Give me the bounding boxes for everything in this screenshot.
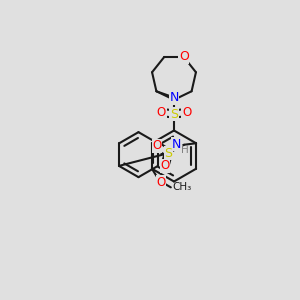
Text: H: H <box>181 145 189 155</box>
Text: S: S <box>164 147 172 160</box>
Text: O: O <box>152 139 162 152</box>
Text: S: S <box>170 107 178 121</box>
Text: O: O <box>179 50 189 64</box>
Text: O: O <box>182 106 191 119</box>
Text: N: N <box>169 91 179 104</box>
Text: O: O <box>157 106 166 119</box>
Text: O: O <box>160 159 170 172</box>
Text: CH₃: CH₃ <box>172 182 192 192</box>
Text: O: O <box>156 176 166 189</box>
Text: N: N <box>172 138 181 151</box>
